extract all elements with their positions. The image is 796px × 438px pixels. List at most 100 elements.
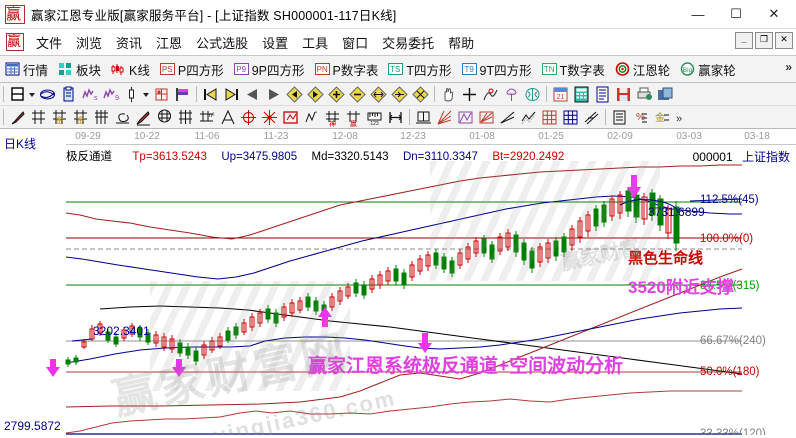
tab-p-square[interactable]: PS P四方形 (155, 57, 229, 81)
chart-area[interactable]: 日K线 09-29 10-22 11-06 11-23 12-08 12-23 … (0, 129, 796, 435)
mdi-close-button[interactable]: ✕ (775, 32, 793, 49)
menu-item-formula[interactable]: 公式选股 (196, 35, 249, 51)
save-disk-icon[interactable] (614, 85, 633, 104)
mdi-restore-button[interactable]: ❐ (755, 32, 773, 49)
diamond-right-icon[interactable] (306, 85, 325, 104)
network-icon[interactable] (38, 85, 57, 104)
star-burst-icon[interactable] (260, 108, 279, 127)
menu-item-settings[interactable]: 设置 (262, 35, 289, 51)
pointer-pen-icon[interactable] (134, 108, 153, 127)
calendar-21-icon[interactable]: 21 (551, 85, 570, 104)
candle-single-icon[interactable] (122, 85, 141, 104)
wave-9-icon[interactable]: 9 (101, 85, 120, 104)
tab-t-square[interactable]: TS T四方形 (383, 57, 456, 81)
winner-tool-icon[interactable]: 赢 (344, 108, 363, 128)
diamond-expand-icon[interactable] (369, 85, 388, 104)
angle-icon[interactable] (218, 108, 237, 127)
tab-9t-square[interactable]: T9 9T四方形 (457, 57, 537, 81)
brain-icon[interactable] (523, 85, 542, 104)
diamond-fit-icon[interactable] (411, 85, 430, 104)
chevron-down-icon[interactable] (28, 85, 37, 104)
chevron-down-icon[interactable] (142, 85, 151, 104)
gann-fan-icon[interactable] (29, 108, 48, 127)
red-fan-icon[interactable] (435, 108, 454, 127)
tab-t-number[interactable]: TN T数字表 (537, 57, 610, 81)
minimize-button[interactable]: — (691, 6, 705, 22)
puzzle-icon[interactable] (152, 85, 171, 104)
print-icon[interactable] (635, 85, 654, 104)
next-icon[interactable] (264, 85, 283, 104)
percent-icon[interactable]: % (631, 108, 650, 127)
frame-icon[interactable] (414, 108, 433, 127)
menu-item-tools[interactable]: 工具 (302, 35, 329, 51)
channel-icon[interactable] (519, 108, 538, 127)
target-icon[interactable] (239, 108, 258, 127)
menu-item-news[interactable]: 资讯 (116, 35, 143, 51)
diamond-left-icon[interactable] (285, 85, 304, 104)
mdi-minimize-button[interactable]: _ (735, 32, 753, 49)
notes-icon[interactable] (593, 85, 612, 104)
ruler-icon[interactable]: 123 (365, 108, 384, 127)
clipboard-icon[interactable] (59, 85, 78, 104)
tree-icon[interactable] (502, 85, 521, 104)
gann-grid-icon[interactable]: 神 (323, 108, 342, 128)
svg-text:PN: PN (316, 65, 327, 74)
flag-gradient-icon[interactable] (173, 85, 192, 104)
gold-ratio-1-icon[interactable]: 金 (50, 108, 69, 127)
price-plot[interactable]: 112.5%(45) 100.0%(0) 87.5%(315) 66.67%(2… (0, 161, 796, 435)
line-slope-icon[interactable] (498, 108, 517, 127)
wave-measure-icon[interactable]: " (302, 108, 321, 127)
hand-pan-icon[interactable] (439, 85, 458, 104)
overflow-arrow-icon[interactable]: » (673, 108, 692, 127)
menu-item-file[interactable]: 文件 (36, 35, 63, 51)
maximize-button[interactable]: ☐ (730, 6, 742, 21)
tab-quote[interactable]: 行情 (0, 57, 53, 81)
gold-icon[interactable]: 金 (652, 108, 671, 127)
menu-item-trade[interactable]: 交易委托 (382, 35, 435, 51)
grid-net-icon[interactable] (540, 108, 559, 127)
price-callout-line-2 (71, 338, 93, 342)
box-chart-icon[interactable] (281, 108, 300, 127)
first-page-icon[interactable] (201, 85, 220, 104)
ts-square-icon: TS (388, 62, 404, 76)
calendar-period-icon[interactable] (8, 85, 27, 104)
gold-ratio-2-icon[interactable]: 金 (71, 108, 90, 127)
grid-net2-icon[interactable] (561, 108, 580, 127)
grid-lines-icon[interactable] (176, 108, 195, 127)
fib-fan-icon[interactable] (92, 108, 111, 127)
prev-icon[interactable] (243, 85, 262, 104)
fan-box-icon[interactable] (477, 108, 496, 127)
svg-text:123: 123 (370, 121, 379, 127)
tab-9p-square[interactable]: P9 9P四方形 (229, 57, 310, 81)
toolbar-separator (196, 86, 197, 102)
diamond-zoom-out-icon[interactable] (348, 85, 367, 104)
curve-draw-icon[interactable] (481, 85, 500, 104)
wave-s-icon[interactable]: s (80, 85, 99, 104)
circle-grid-icon[interactable] (155, 108, 174, 127)
spiral-icon[interactable] (113, 108, 132, 127)
tab-kline[interactable]: K线 (106, 57, 155, 81)
close-button[interactable]: ✕ (768, 6, 780, 21)
tab-p-number[interactable]: PN P数字表 (310, 57, 384, 81)
export-icon[interactable] (656, 85, 675, 104)
tab-sector[interactable]: 板块 (53, 57, 106, 81)
menu-item-browse[interactable]: 浏览 (76, 35, 103, 51)
bracket-icon[interactable] (386, 108, 405, 127)
calculator-icon[interactable] (572, 85, 591, 104)
menu-item-gann[interactable]: 江恩 (156, 35, 183, 51)
parallel-icon[interactable] (582, 108, 601, 127)
list-icon[interactable] (610, 108, 629, 127)
tab-winner-wheel[interactable]: Big 赢家轮 (675, 57, 741, 81)
square-n2-icon[interactable]: n² (197, 108, 216, 127)
crosshair-icon[interactable] (460, 85, 479, 104)
menu-item-window[interactable]: 窗口 (342, 35, 369, 51)
last-page-icon[interactable] (222, 85, 241, 104)
diamond-shrink-icon[interactable] (390, 85, 409, 104)
tab-gann-wheel[interactable]: 江恩轮 (610, 57, 676, 81)
diamond-zoom-in-icon[interactable] (327, 85, 346, 104)
pen-draw-icon[interactable] (8, 108, 27, 127)
menu-item-help[interactable]: 帮助 (448, 35, 475, 51)
svg-text:": " (315, 112, 317, 118)
zigzag-box-icon[interactable] (456, 108, 475, 127)
tabbar-overflow-button[interactable]: » (785, 60, 792, 74)
